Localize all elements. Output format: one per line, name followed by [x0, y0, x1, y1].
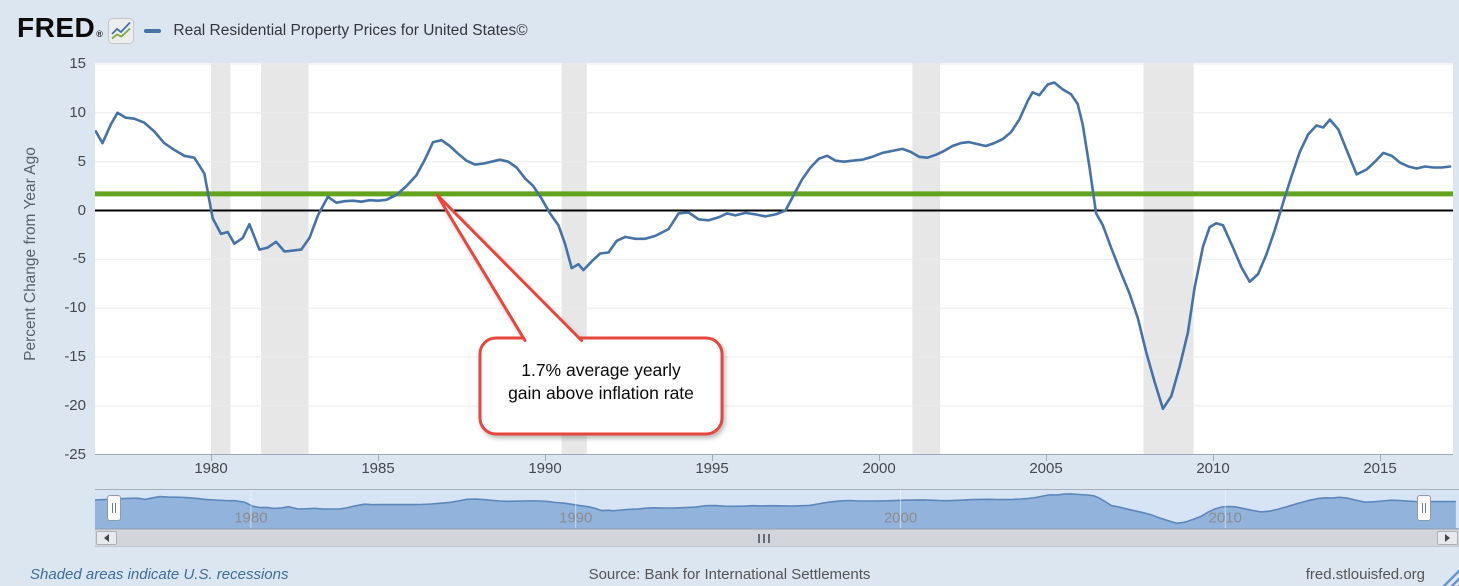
y-tick-label: -20 [64, 396, 86, 414]
range-selector-chart[interactable]: 1980 1990 2000 2010 [94, 490, 1459, 528]
x-tick-label: 2015 [1363, 460, 1397, 477]
scrollbar-grip-icon[interactable] [758, 534, 770, 543]
x-tick-mark [1046, 455, 1047, 461]
left-arrow-icon [104, 534, 109, 542]
x-tick-mark [378, 455, 379, 461]
recession-note: Shaded areas indicate U.S. recessions [30, 566, 289, 583]
y-tick-label: 0 [77, 201, 86, 219]
mini-decade-label: 1980 [234, 510, 267, 527]
x-tick-mark [1213, 455, 1214, 461]
plot-area[interactable]: 1.7% average yearly gain above inflation … [94, 63, 1453, 455]
x-tick-label: 1985 [361, 460, 395, 477]
y-tick-label: -5 [72, 250, 86, 268]
right-arrow-icon [1445, 534, 1450, 542]
line-chart-icon [108, 18, 135, 44]
fred-logo[interactable]: FRED® [17, 12, 104, 43]
scroll-left-button[interactable] [96, 531, 117, 545]
x-tick-mark [211, 455, 212, 461]
source-note: Source: Bank for International Settlemen… [588, 566, 871, 583]
fred-site-link[interactable]: fred.stlouisfed.org [1305, 566, 1425, 583]
main-chart-svg[interactable]: 1.7% average yearly gain above inflation … [94, 63, 1453, 455]
mini-area [95, 493, 1456, 528]
callout-text-line2: gain above inflation rate [508, 383, 694, 403]
range-handle-right[interactable] [1417, 495, 1431, 521]
y-tick-label: 15 [69, 54, 86, 72]
range-selector[interactable]: 1980 1990 2000 2010 [94, 490, 1459, 529]
x-tick-label: 2005 [1029, 460, 1063, 477]
x-tick-mark [1380, 455, 1381, 461]
selector-top-border [95, 489, 1459, 490]
y-tick-label: -15 [64, 348, 86, 366]
callout-annotation: 1.7% average yearly gain above inflation … [435, 193, 724, 436]
mini-decade-label: 2000 [884, 510, 917, 527]
mini-line [94, 493, 1456, 525]
x-tick-mark [545, 455, 546, 461]
mini-decade-label: 1990 [559, 510, 592, 527]
x-tick-mark [879, 455, 880, 461]
x-tick-label: 1980 [194, 460, 228, 477]
registered-mark: ® [96, 29, 104, 39]
range-handle-left[interactable] [107, 495, 121, 521]
scroll-right-button[interactable] [1437, 531, 1458, 545]
x-tick-label: 1995 [695, 460, 729, 477]
y-tick-label: 5 [77, 152, 86, 170]
x-tick-mark [712, 455, 713, 461]
callout-box [478, 336, 724, 436]
y-tick-label: 10 [69, 103, 86, 121]
x-tick-label: 1990 [528, 460, 562, 477]
x-tick-label: 2000 [862, 460, 896, 477]
y-tick-label: -25 [64, 445, 86, 463]
legend-series-label: Real Residential Property Prices for Uni… [173, 22, 528, 39]
mini-decade-label: 2010 [1209, 510, 1242, 527]
legend-line-swatch [144, 29, 162, 33]
x-tick-label: 2010 [1196, 460, 1230, 477]
scrollbar-track[interactable] [95, 529, 1459, 547]
callout-text-line1: 1.7% average yearly [521, 360, 681, 380]
y-tick-label: -10 [64, 299, 86, 317]
property-price-series [94, 81, 1452, 411]
header: FRED® Real Residential Property Prices f… [17, 12, 528, 50]
